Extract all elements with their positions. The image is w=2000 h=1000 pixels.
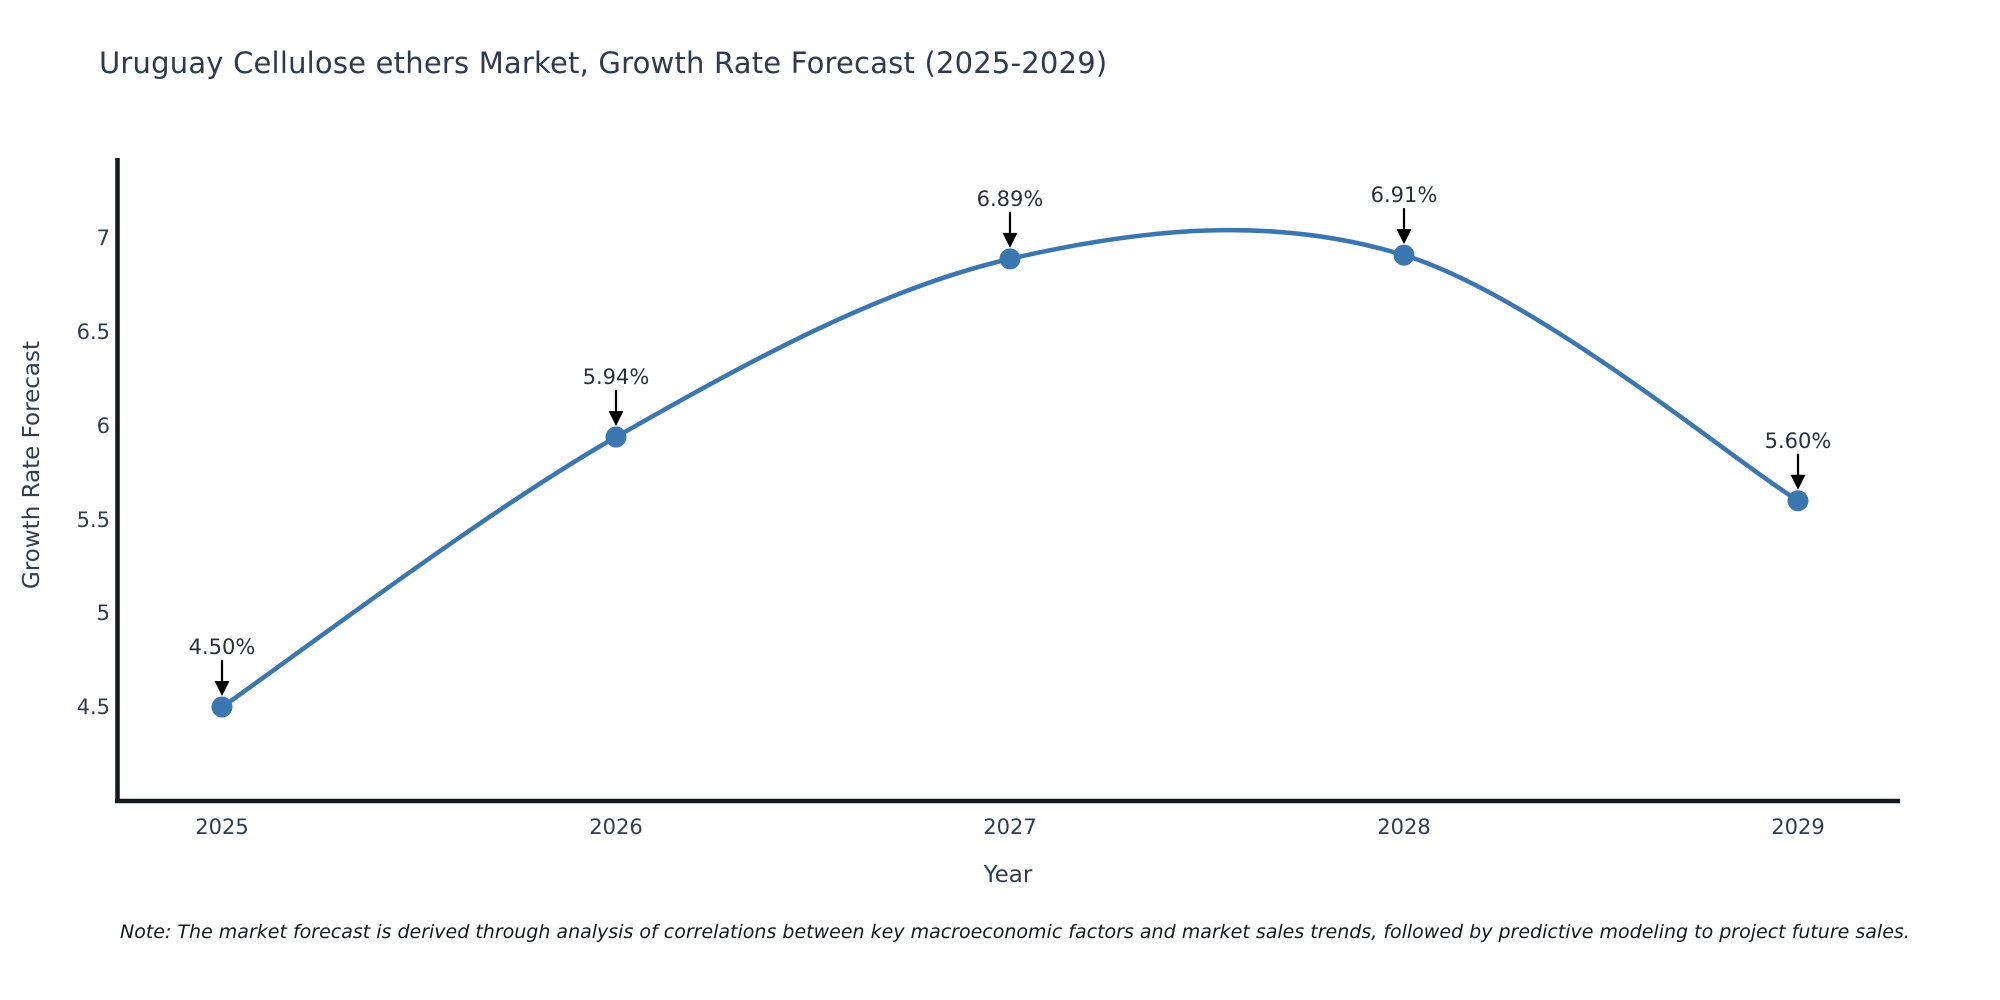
data-point-2026 <box>605 426 627 448</box>
annotation-arrow-head <box>1396 229 1412 245</box>
y-axis-title: Growth Rate Forecast <box>19 341 45 589</box>
data-point-2027 <box>999 248 1021 270</box>
chart-title: Uruguay Cellulose ethers Market, Growth … <box>99 46 1108 80</box>
annotation-arrow-head <box>1002 232 1018 248</box>
data-point-markers <box>211 244 1809 718</box>
x-axis-title: Year <box>983 862 1033 888</box>
annotation-arrow-head <box>608 411 624 426</box>
data-point-2029 <box>1787 490 1809 512</box>
annotation-arrow-head <box>214 681 230 696</box>
data-point-2025 <box>211 696 233 718</box>
growth-rate-line <box>219 227 1801 710</box>
footnote: Note: The market forecast is derived thr… <box>120 921 1910 943</box>
data-point-2028 <box>1393 244 1415 266</box>
annotation-arrows <box>214 208 1806 696</box>
annotation-arrow-head <box>1790 474 1806 490</box>
